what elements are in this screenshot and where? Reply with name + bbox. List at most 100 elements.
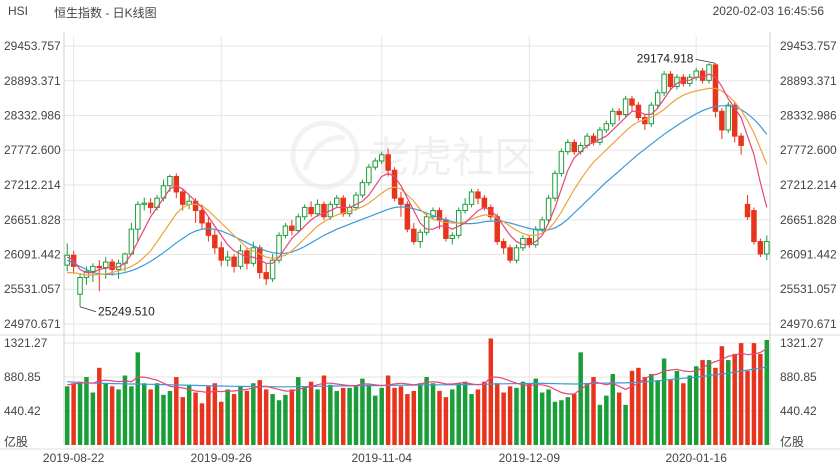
candle-body [731,104,738,137]
candle-body [629,98,635,106]
timestamp: 2020-02-03 16:45:56 [712,4,824,18]
price-tick-left: 24970.671 [4,317,61,331]
volume-unit-right: 亿股 [780,434,804,449]
candle [314,199,321,217]
candle [353,191,359,211]
candle [404,201,411,233]
volume-bar [340,387,346,445]
volume-bar [520,381,526,445]
volume-bar [186,384,192,445]
date-tick-label: 2019-11-04 [351,451,412,465]
candle-body [571,141,577,153]
volume-bar [103,383,108,445]
volume-bars [64,338,770,445]
volume-bar [154,383,160,445]
candle [468,188,475,208]
candle-body [738,135,744,146]
candle-body [179,191,186,205]
volume-tick-left: 440.42 [4,404,41,418]
volume-bar [584,383,590,445]
candle-body [391,169,398,199]
volume-bar [597,404,603,445]
candle-body [513,247,520,261]
volume-bar [405,394,410,445]
volume-bar [398,386,404,445]
candle-body [385,154,391,171]
candle-body [545,197,552,221]
candle [244,247,250,270]
price-tick-right: 26091.442 [780,248,837,262]
candle [423,213,430,236]
price-ma-short-line [66,73,768,274]
candle-body [366,166,372,184]
volume-bar [302,386,307,445]
volume-bar [116,389,121,445]
candle-body [699,70,706,81]
volume-unit-left: 亿股 [4,434,28,449]
candle [385,148,391,177]
annotation-high: 29174.918 [637,51,694,65]
candle-body [411,228,417,243]
candle-body [610,110,616,125]
volume-tick-left: 880.85 [4,370,41,384]
date-tick-label: 2020-01-16 [665,451,727,465]
volume-bar [591,377,596,445]
volume-bar [514,387,519,445]
price-tick-right: 29453.757 [780,39,837,53]
price-tick-left: 26651.828 [4,213,61,227]
candle [147,198,154,214]
volume-bar [321,375,327,445]
candle [430,207,436,220]
candle [411,222,417,245]
volume-ma-short-line [67,347,768,395]
candle-body [475,191,481,199]
volume-bar [488,338,494,445]
candle [571,139,577,155]
volume-tick-left: 1321.27 [4,336,48,350]
volume-bar [623,404,628,445]
candle-body [295,216,302,231]
volume-bar [469,394,474,445]
candle-body [751,210,757,243]
volume-bar [308,381,314,445]
volume-bar [225,389,230,445]
candle [764,235,770,261]
candle [751,207,757,245]
volume-bar [122,375,128,445]
chart-name: 恒生指数 - 日K线图 [54,6,157,20]
annotation-leader [695,58,716,64]
volume-bar [552,401,558,445]
volume-bar [109,386,115,445]
volume-bar [668,380,673,445]
candle [218,241,224,267]
candle [295,213,302,233]
candle-body [282,225,289,236]
candle-body [417,231,423,243]
volume-bar [347,387,352,445]
candle-body [757,241,764,255]
grid [64,36,770,445]
candle [719,108,725,140]
price-tick-left: 27772.600 [4,143,61,157]
volume-bar [764,340,770,445]
volume-bar [283,394,288,445]
volume-tick-right: 1321.27 [780,336,824,350]
candle-body [616,110,622,115]
candle [237,244,244,270]
price-tick-left: 27212.214 [4,178,61,192]
candle [366,164,372,186]
candle [321,201,327,220]
price-tick-right: 27772.600 [780,143,837,157]
volume-bar [174,377,179,445]
price-tick-left: 28332.986 [4,108,61,122]
candle [141,197,147,211]
candle [603,120,610,134]
price-tick-right: 25531.057 [780,282,837,296]
volume-bar [533,378,538,445]
candle [558,148,565,177]
candle [565,139,571,155]
candle [520,235,526,251]
volume-bar [77,381,83,445]
candle-body [494,216,500,243]
